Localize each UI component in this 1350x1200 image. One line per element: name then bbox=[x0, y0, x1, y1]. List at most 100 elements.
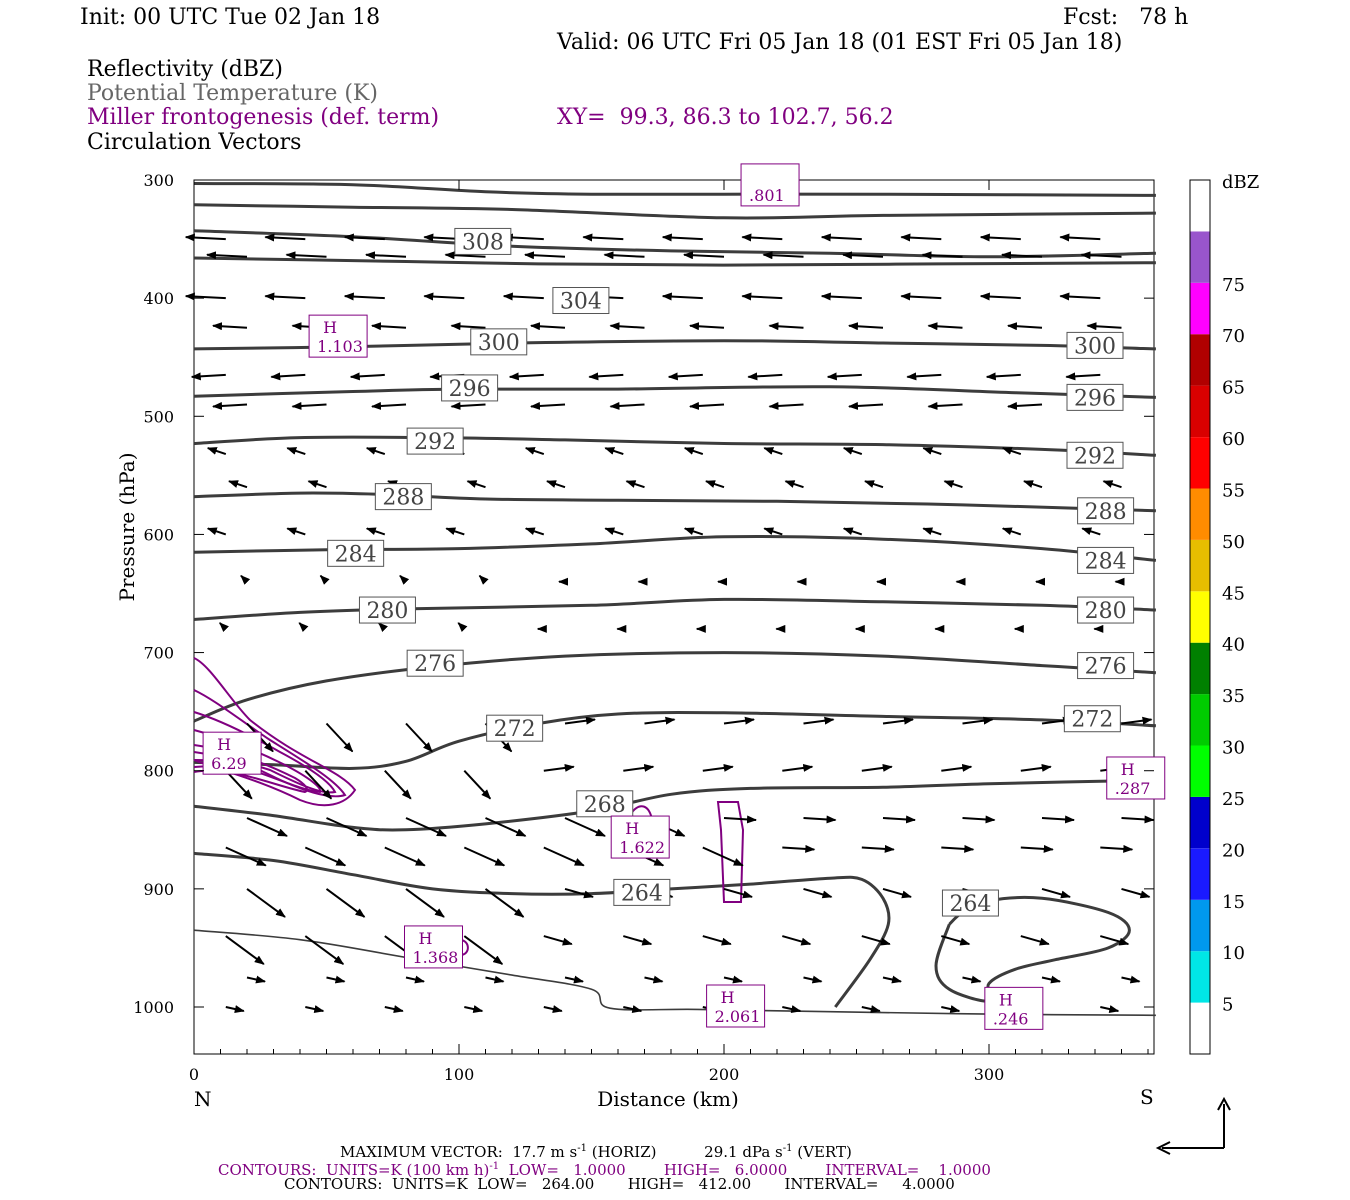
circulation-vector bbox=[463, 846, 506, 867]
colorbar-title: dBZ bbox=[1222, 172, 1259, 193]
theta-label-box bbox=[552, 287, 610, 315]
circulation-vector bbox=[861, 844, 895, 853]
circulation-vector bbox=[661, 233, 703, 242]
circulation-vector bbox=[1001, 251, 1043, 260]
circulation-vector bbox=[922, 527, 942, 536]
theta-label-box bbox=[1066, 383, 1124, 411]
circulation-vector bbox=[206, 251, 248, 260]
circulation-vector bbox=[225, 770, 253, 800]
circulation-vector bbox=[524, 527, 545, 536]
circulation-vector bbox=[604, 447, 624, 456]
theta-contour-line bbox=[193, 435, 1156, 457]
circulation-vector bbox=[543, 763, 575, 772]
theta-contour-info: CONTOURS: UNITS=K LOW= 264.00 HIGH= 412.… bbox=[284, 1175, 955, 1193]
circulation-vector bbox=[1001, 447, 1022, 456]
colorbar-segment bbox=[1190, 180, 1210, 232]
circulation-vector bbox=[1100, 1005, 1120, 1013]
colorbar-segment bbox=[1190, 385, 1210, 437]
theta-contour-line bbox=[193, 256, 1156, 267]
circulation-vector bbox=[1121, 716, 1153, 725]
circulation-vector bbox=[530, 322, 566, 331]
y-tick-label: 300 bbox=[143, 171, 174, 190]
theta-label-box bbox=[406, 649, 464, 677]
theta-label-box bbox=[1077, 546, 1135, 574]
circulation-vector bbox=[291, 401, 327, 410]
svg-text:H: H bbox=[625, 819, 639, 838]
theta-contour-line bbox=[193, 491, 1156, 513]
theta-contour-line bbox=[193, 203, 1156, 220]
circulation-vector bbox=[842, 527, 863, 536]
theta-contour-line bbox=[193, 711, 1156, 770]
theta-label: 296 bbox=[449, 377, 491, 402]
theta-contour-line bbox=[193, 385, 1156, 399]
svg-text:H: H bbox=[323, 318, 337, 337]
init-time: Init: 00 UTC Tue 02 Jan 18 bbox=[80, 5, 381, 30]
colorbar-label: 25 bbox=[1222, 789, 1245, 810]
circulation-vector bbox=[1086, 322, 1122, 331]
circulation-vector bbox=[286, 447, 306, 456]
svg-text:2.061: 2.061 bbox=[715, 1007, 761, 1026]
circulation-vector bbox=[962, 975, 982, 984]
circulation-vector bbox=[683, 251, 725, 260]
circulation-vector bbox=[1007, 322, 1043, 331]
circulation-vector bbox=[702, 935, 732, 946]
theta-label: 268 bbox=[584, 793, 626, 818]
colorbar-segment bbox=[1190, 1002, 1210, 1054]
y-tick-label: 1000 bbox=[133, 998, 174, 1017]
circulation-vector bbox=[405, 722, 433, 753]
y-tick-label: 600 bbox=[143, 525, 174, 544]
colorbar-label: 15 bbox=[1222, 892, 1245, 913]
theta-label: 292 bbox=[414, 430, 456, 455]
circulation-vector bbox=[1100, 844, 1134, 853]
circulation-vector bbox=[741, 233, 783, 242]
theta-label-box bbox=[1077, 497, 1135, 525]
circulation-vector bbox=[864, 480, 884, 489]
circulation-vector bbox=[927, 401, 963, 410]
circulation-vector bbox=[848, 401, 884, 410]
circulation-vector bbox=[319, 574, 330, 585]
circulation-vector bbox=[689, 322, 725, 331]
circulation-vector bbox=[1041, 975, 1061, 984]
colorbar-label: 75 bbox=[1222, 275, 1245, 296]
circulation-vector bbox=[782, 844, 816, 853]
circulation-vector bbox=[543, 935, 573, 946]
axes: 300 400 500 600 700 800 900 1000 0 100 200 300 Dista… bbox=[115, 171, 1154, 1111]
colorbar-segment bbox=[1190, 848, 1210, 900]
circulation-vector bbox=[747, 372, 783, 381]
theta-label-box bbox=[576, 790, 634, 818]
circulation-vector bbox=[1041, 887, 1071, 899]
field-circulation-vectors: Circulation Vectors bbox=[87, 130, 302, 155]
circulation-vector bbox=[285, 251, 327, 260]
circulation-vector bbox=[457, 622, 468, 633]
circulation-vector bbox=[246, 975, 266, 984]
colorbar-segment bbox=[1190, 334, 1210, 386]
circulation-vector bbox=[484, 888, 525, 918]
theta-label-box bbox=[358, 596, 416, 624]
field-reflectivity: Reflectivity (dBZ) bbox=[87, 57, 283, 82]
colorbar: 5 10 15 20 25 30 35 40 45 50 55 60 65 70 75 dBZ bbox=[1189, 172, 1259, 1055]
max-vector-text: MAXIMUM VECTOR: 17.7 m s-1 (HORIZ) 29.1 … bbox=[340, 1143, 852, 1161]
theta-label: 276 bbox=[414, 652, 456, 677]
circulation-vector bbox=[464, 1005, 484, 1013]
colorbar-label: 20 bbox=[1222, 840, 1245, 861]
circulation-vector bbox=[768, 322, 804, 331]
circulation-vector bbox=[861, 1005, 881, 1013]
circulation-vector bbox=[304, 770, 333, 800]
circulation-vector bbox=[564, 817, 606, 837]
circulation-vector bbox=[450, 401, 486, 410]
circulation-vector bbox=[820, 292, 862, 301]
circulation-vector bbox=[644, 716, 676, 725]
theta-label: 272 bbox=[494, 717, 536, 742]
circulation-vector bbox=[343, 292, 385, 301]
theta-label-box bbox=[1066, 441, 1124, 469]
circulation-vector bbox=[689, 401, 725, 410]
theta-contour-line bbox=[193, 229, 1156, 259]
circulation-vector bbox=[184, 292, 226, 301]
theta-label: 308 bbox=[462, 230, 504, 255]
circulation-vector bbox=[604, 527, 624, 536]
circulation-vectors bbox=[184, 233, 1155, 1013]
theta-label-box bbox=[470, 328, 528, 356]
frontogenesis-contour bbox=[716, 801, 745, 903]
frontogenesis-max-label: H1.103 bbox=[308, 314, 368, 358]
